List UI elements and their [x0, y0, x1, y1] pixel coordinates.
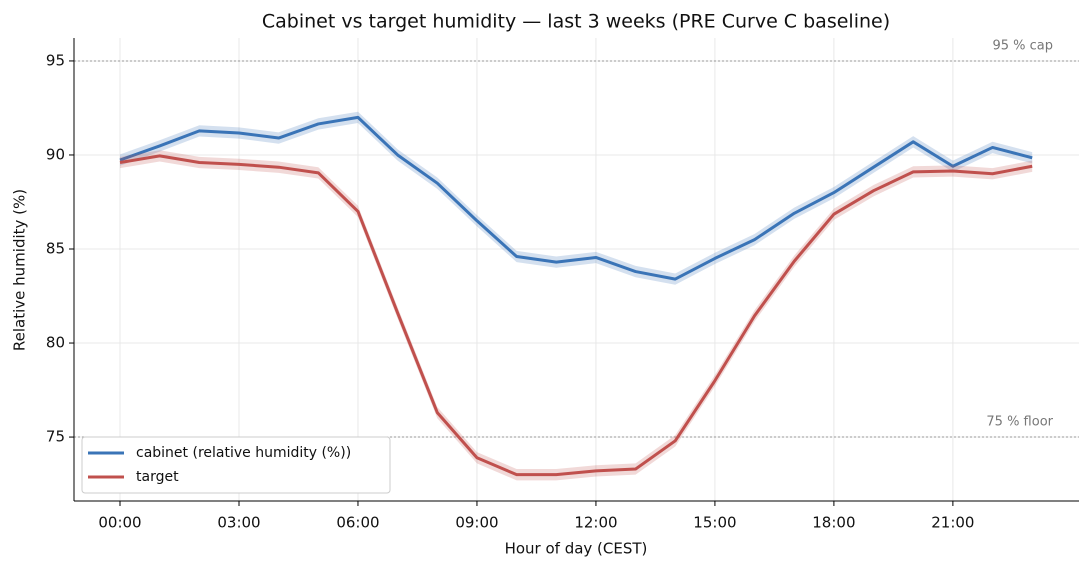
x-tick-label: 00:00: [98, 514, 141, 532]
confidence-band: [120, 111, 1033, 285]
line: [119, 115, 1033, 281]
x-tick-label: 18:00: [812, 514, 855, 532]
line: [119, 154, 1033, 477]
legend-label: target: [136, 469, 179, 485]
reference-label: 95 % cap: [992, 38, 1053, 53]
x-tick-label: 03:00: [217, 514, 260, 532]
x-axis-label: Hour of day (CEST): [505, 540, 648, 558]
reference-label: 75 % floor: [986, 415, 1053, 430]
x-tick-label: 06:00: [336, 514, 379, 532]
chart-title: Cabinet vs target humidity — last 3 week…: [262, 11, 890, 33]
y-tick-label: 95: [46, 51, 65, 69]
y-tick-label: 80: [46, 334, 65, 352]
y-tick-label: 75: [46, 428, 65, 446]
legend-box: [81, 436, 391, 494]
y-axis-label: Relative humidity (%): [11, 189, 29, 351]
x-tick-label: 21:00: [931, 514, 974, 532]
y-tick-label: 85: [46, 240, 65, 258]
legend-label: cabinet (relative humidity (%)): [136, 445, 351, 461]
y-tick-label: 90: [46, 145, 65, 163]
confidence-band: [120, 150, 1033, 481]
x-tick-label: 12:00: [574, 514, 617, 532]
x-tick-label: 09:00: [455, 514, 498, 532]
x-tick-label: 15:00: [693, 514, 736, 532]
